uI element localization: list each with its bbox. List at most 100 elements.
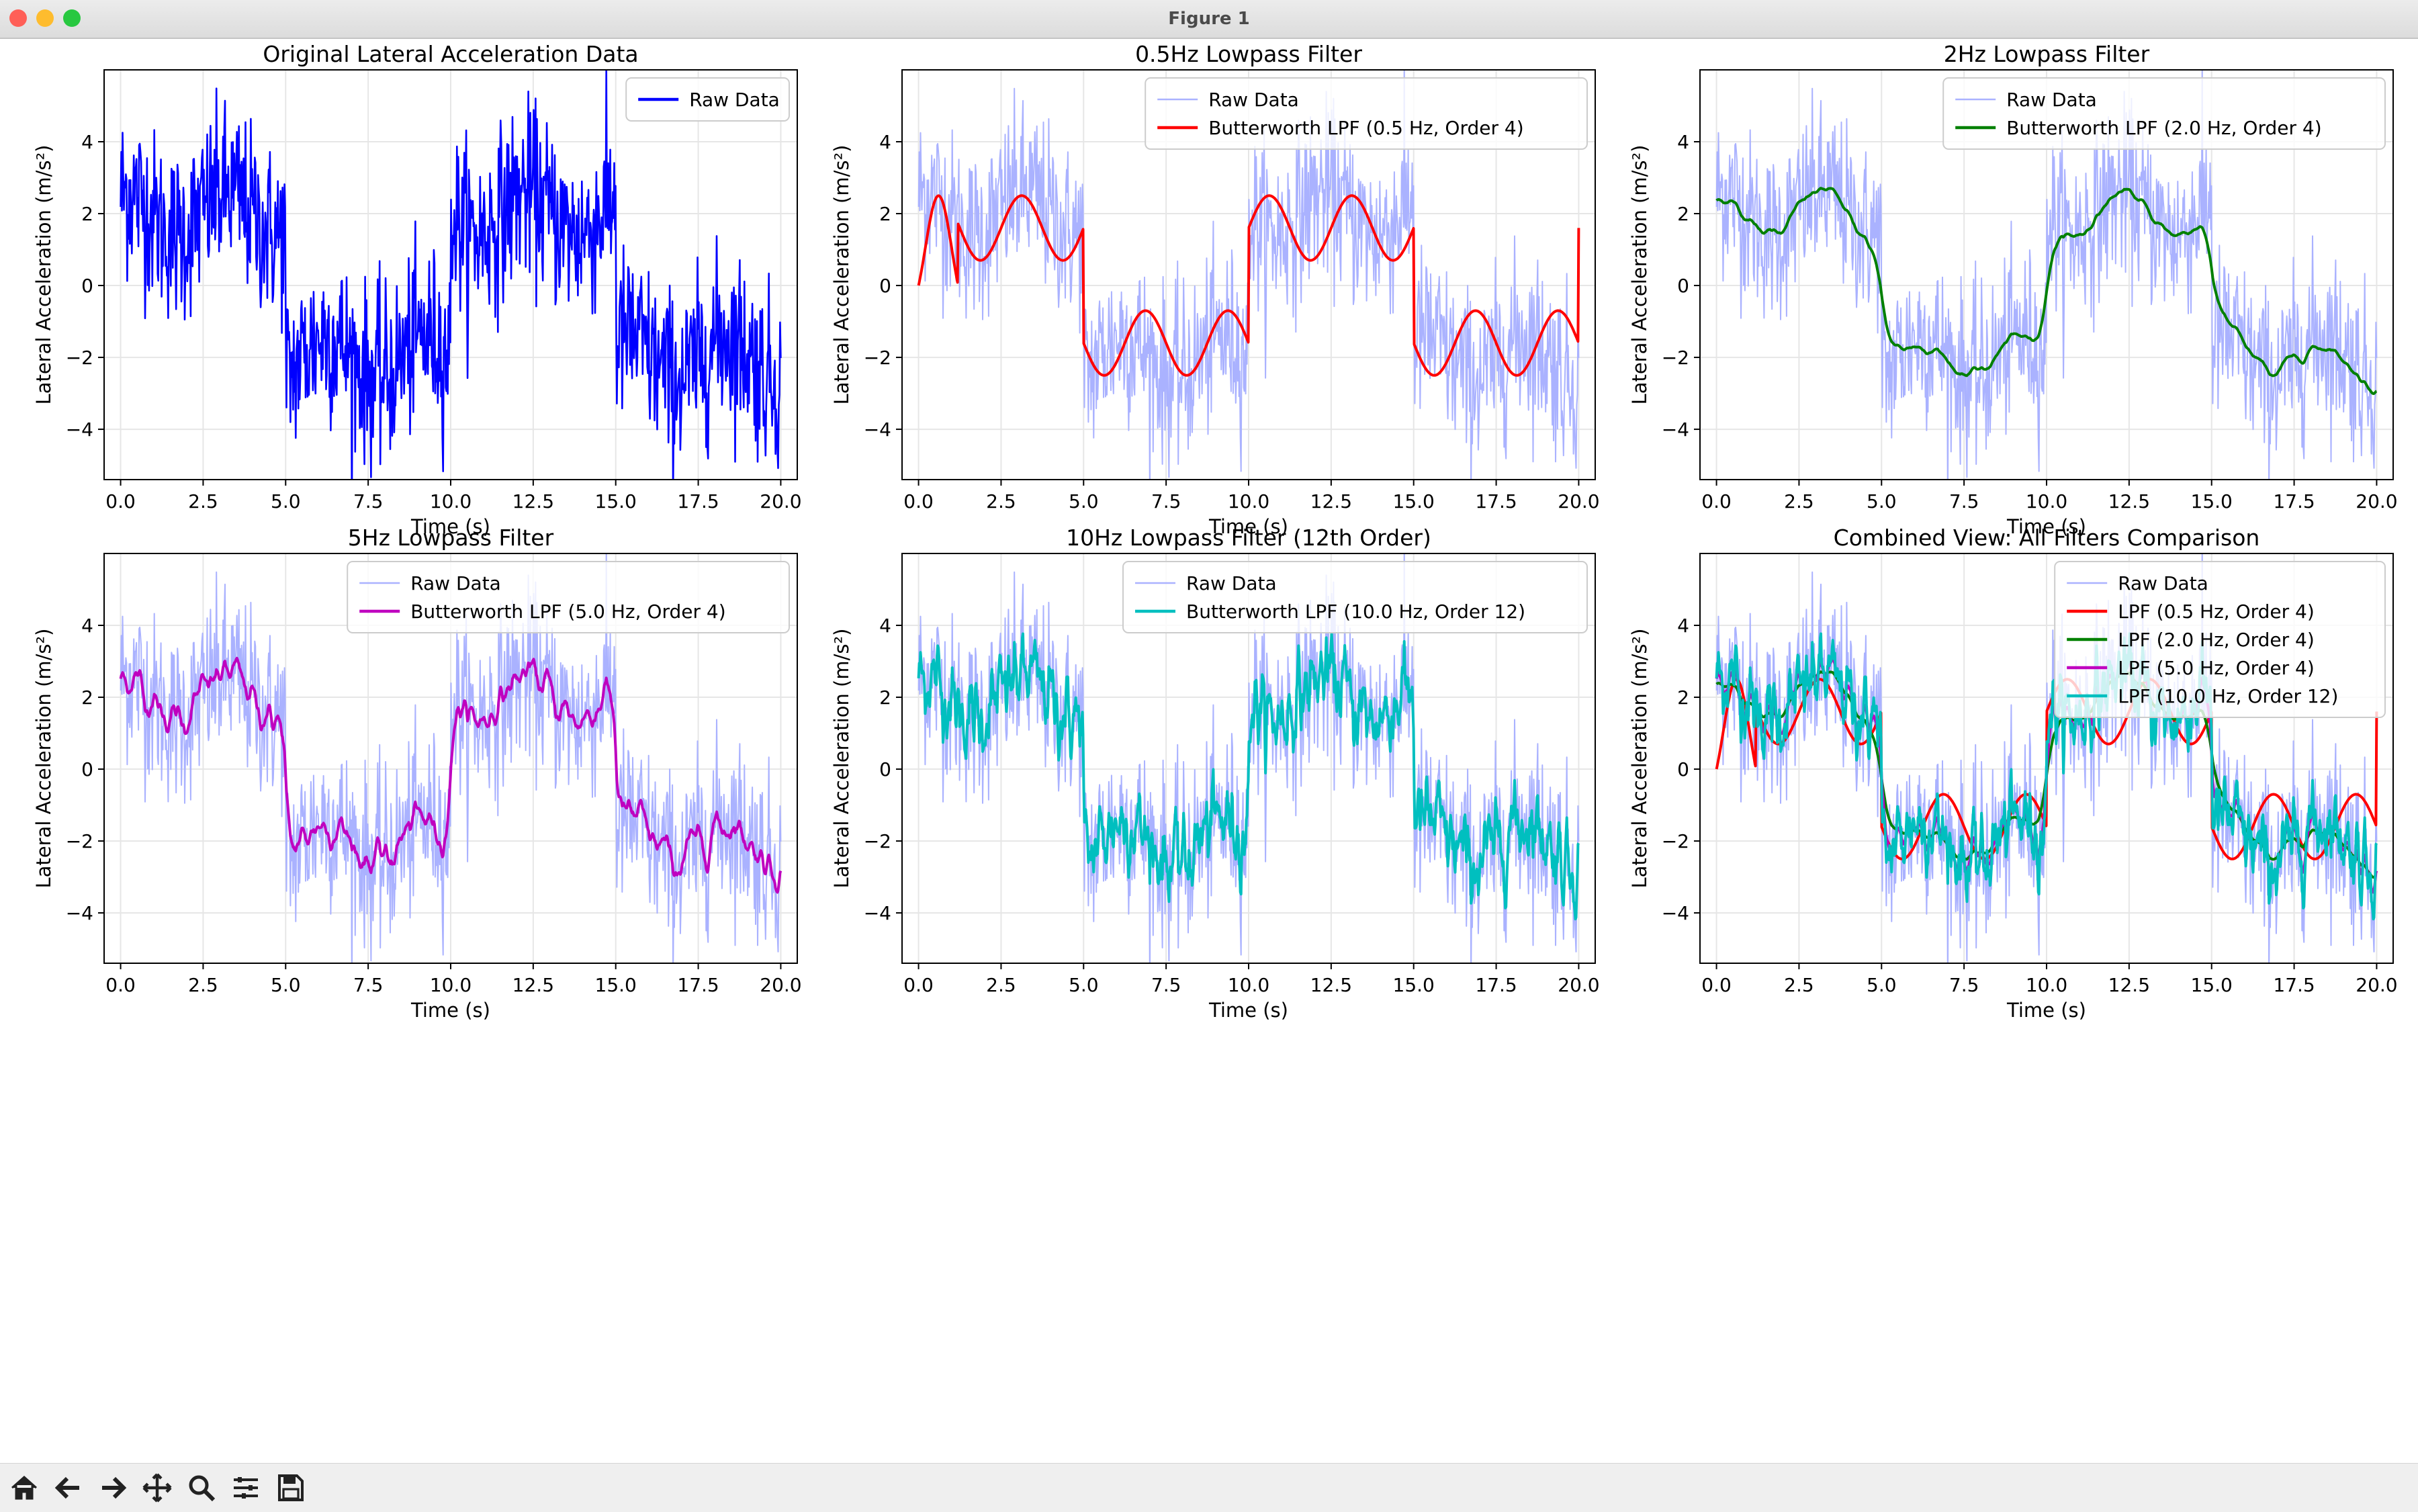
- x-tick-label: 12.5: [2108, 974, 2150, 996]
- x-tick-label: 12.5: [512, 974, 554, 996]
- x-tick-label: 12.5: [1310, 974, 1352, 996]
- x-tick-label: 5.0: [1867, 974, 1897, 996]
- x-tick-label: 5.0: [1069, 490, 1099, 513]
- legend-entry: Raw Data: [689, 89, 780, 111]
- y-tick-label: 2: [81, 203, 93, 225]
- x-tick-label: 5.0: [271, 974, 301, 996]
- chart-title: 10Hz Lowpass Filter (12th Order): [1066, 525, 1431, 551]
- y-tick-label: −2: [66, 347, 93, 369]
- y-tick-label: −2: [1662, 830, 1689, 852]
- legend-box: [1942, 77, 2386, 150]
- series-line-2: [119, 656, 782, 894]
- y-axis-label: Lateral Acceleration (m/s²): [32, 629, 55, 889]
- x-tick-label: 15.0: [2191, 974, 2233, 996]
- y-tick-label: −4: [66, 418, 93, 441]
- legend: Raw Data Butterworth LPF (2.0 Hz, Order 4…: [1942, 77, 2386, 150]
- back-button[interactable]: [50, 1469, 87, 1507]
- x-tick-label: 15.0: [595, 490, 637, 513]
- forward-arrow-icon: [102, 1476, 127, 1499]
- x-tick-label: 20.0: [760, 490, 801, 513]
- legend-entry: Butterworth LPF (2.0 Hz, Order 4): [2006, 117, 2321, 139]
- zoom-window-button[interactable]: [63, 9, 81, 27]
- subplot-1: 0.0 2.5 5.0 7.5 10.0 12.5 15.0 17.5 20.0 4 2 0 −2 −4 O…: [32, 41, 802, 538]
- legend-box: [2054, 561, 2386, 718]
- y-tick-label: 0: [1677, 758, 1689, 781]
- forward-button[interactable]: [94, 1469, 132, 1507]
- subplot-2: 0.0 2.5 5.0 7.5 10.0 12.5 15.0 17.5 20.0 4 2 0 −2 −4 0…: [830, 41, 1600, 538]
- y-tick-label: 2: [879, 686, 891, 709]
- x-tick-label: 7.5: [1151, 974, 1181, 996]
- series-line-2: [917, 632, 1580, 921]
- pan-button[interactable]: [138, 1469, 176, 1507]
- close-window-button[interactable]: [9, 9, 27, 27]
- y-tick-label: −2: [66, 830, 93, 852]
- x-tick-label: 15.0: [1393, 490, 1435, 513]
- subplot-3: 0.0 2.5 5.0 7.5 10.0 12.5 15.0 17.5 20.0 4 2 0 −2 −4 2…: [1628, 41, 2398, 538]
- minimize-window-button[interactable]: [36, 9, 54, 27]
- y-tick-label: 0: [81, 758, 93, 781]
- y-tick-label: 2: [81, 686, 93, 709]
- pan-move-icon: [142, 1473, 172, 1503]
- x-tick-label: 20.0: [2356, 974, 2397, 996]
- home-button[interactable]: [5, 1469, 43, 1507]
- x-tick-label: 2.5: [188, 490, 218, 513]
- home-icon: [11, 1475, 37, 1500]
- x-tick-label: 10.0: [2026, 490, 2067, 513]
- y-axis-label: Lateral Acceleration (m/s²): [830, 145, 853, 405]
- x-tick-label: 2.5: [986, 974, 1016, 996]
- legend: Raw Data LPF (0.5 Hz, Order 4) LPF (2.0 Hz…: [2054, 561, 2386, 718]
- x-tick-label: 10.0: [430, 490, 472, 513]
- x-tick-label: 10.0: [2026, 974, 2067, 996]
- configure-subplots-button[interactable]: [227, 1469, 265, 1507]
- x-tick-label: 2.5: [1784, 490, 1814, 513]
- x-tick-label: 7.5: [1949, 974, 1979, 996]
- x-axis-label: Time (s): [2006, 999, 2086, 1022]
- legend-entry: Raw Data: [1186, 572, 1277, 594]
- x-tick-label: 10.0: [1228, 490, 1269, 513]
- x-tick-label: 2.5: [1784, 974, 1814, 996]
- subplot-6: 0.0 2.5 5.0 7.5 10.0 12.5 15.0 17.5 20.0 4 2 0 −2 −4 C…: [1628, 525, 2398, 1022]
- legend-entry: LPF (2.0 Hz, Order 4): [2118, 629, 2315, 651]
- window-titlebar: Figure 1: [0, 0, 2418, 39]
- legend-entry: Raw Data: [2118, 572, 2208, 594]
- chart-title: 2Hz Lowpass Filter: [1944, 41, 2150, 67]
- x-tick-label: 17.5: [2273, 974, 2315, 996]
- x-tick-label: 20.0: [1558, 974, 1599, 996]
- save-button[interactable]: [271, 1469, 309, 1507]
- zoom-magnifier-icon: [189, 1475, 216, 1502]
- x-tick-label: 17.5: [677, 490, 719, 513]
- y-axis-label: Lateral Acceleration (m/s²): [1628, 629, 1651, 889]
- legend-entry: Raw Data: [2006, 89, 2097, 111]
- x-tick-label: 0.0: [1701, 490, 1732, 513]
- legend-box: [1122, 561, 1588, 633]
- figure-canvas: 0.0 2.5 5.0 7.5 10.0 12.5 15.0 17.5 20.0420−2−4O…: [32, 41, 2398, 1022]
- y-tick-label: 4: [879, 131, 891, 153]
- chart-title: Combined View: All Filters Comparison: [1834, 525, 2260, 551]
- x-tick-label: 20.0: [2356, 490, 2397, 513]
- back-arrow-icon: [54, 1476, 79, 1499]
- x-tick-label: 10.0: [1228, 974, 1269, 996]
- x-tick-label: 17.5: [2273, 490, 2315, 513]
- x-tick-label: 7.5: [353, 490, 384, 513]
- x-tick-label: 20.0: [760, 974, 801, 996]
- x-axis-label: Time (s): [1208, 515, 1288, 538]
- x-axis-label: Time (s): [1208, 999, 1288, 1022]
- legend: Raw Data Butterworth LPF (5.0 Hz, Order 4…: [347, 561, 790, 633]
- legend: Raw Data Butterworth LPF (10.0 Hz, Order …: [1122, 561, 1588, 633]
- y-tick-label: −4: [864, 418, 891, 441]
- y-axis-label: Lateral Acceleration (m/s²): [830, 629, 853, 889]
- y-tick-label: 4: [879, 615, 891, 637]
- x-tick-label: 5.0: [1867, 490, 1897, 513]
- x-tick-label: 15.0: [1393, 974, 1435, 996]
- chart-title: 5Hz Lowpass Filter: [348, 525, 554, 551]
- zoom-button[interactable]: [183, 1469, 220, 1507]
- x-tick-label: 7.5: [1949, 490, 1979, 513]
- x-tick-label: 5.0: [271, 490, 301, 513]
- x-tick-label: 0.0: [903, 490, 934, 513]
- subplot-5: 0.0 2.5 5.0 7.5 10.0 12.5 15.0 17.5 20.0 4 2 0 −2 −4 1…: [830, 525, 1600, 1022]
- x-tick-label: 0.0: [105, 490, 136, 513]
- configure-subplots-icon: [234, 1477, 258, 1499]
- series-line-1: [120, 70, 782, 480]
- legend-entry: LPF (5.0 Hz, Order 4): [2118, 657, 2315, 679]
- legend-entry: Butterworth LPF (0.5 Hz, Order 4): [1208, 117, 1523, 139]
